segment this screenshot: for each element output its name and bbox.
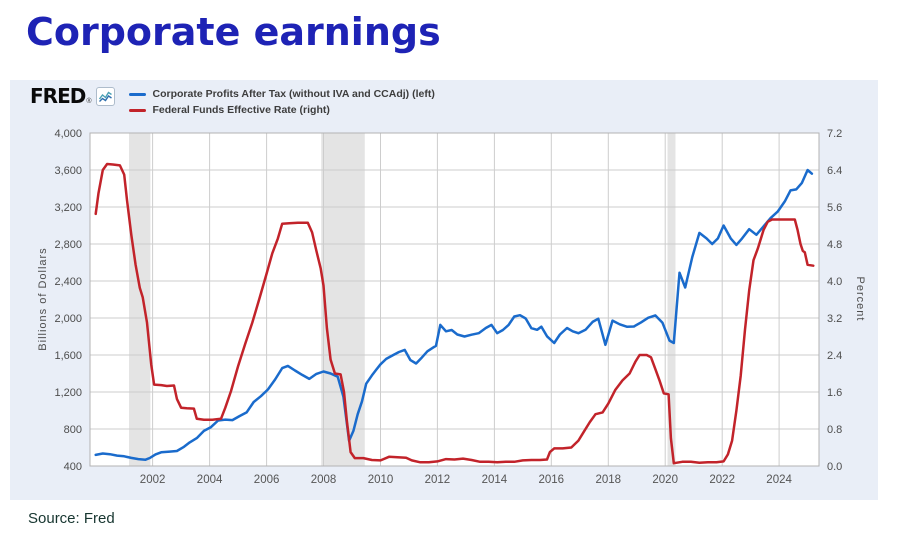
x-axis-tick-label: 2024 <box>766 474 792 486</box>
page-title: Corporate earnings <box>26 10 441 54</box>
right-axis-tick-label: 2.4 <box>827 350 842 362</box>
x-axis-tick-label: 2022 <box>709 474 735 486</box>
plot-background <box>90 133 819 466</box>
x-axis-tick-label: 2008 <box>311 474 337 486</box>
x-axis-tick-label: 2012 <box>425 474 451 486</box>
left-axis-tick-label: 2,800 <box>54 239 82 251</box>
right-axis-title: Percent <box>854 277 866 322</box>
x-axis-tick-label: 2016 <box>539 474 565 486</box>
left-axis-tick-label: 2,000 <box>54 313 82 325</box>
legend-item-fed-funds: Federal Funds Effective Rate (right) <box>128 103 435 117</box>
left-axis-tick-label: 2,400 <box>54 276 82 288</box>
x-axis-tick-label: 2020 <box>652 474 678 486</box>
fred-logo-text: FRED <box>30 84 86 108</box>
x-axis-tick-label: 2002 <box>140 474 166 486</box>
fred-sparkline-icon <box>95 86 115 106</box>
registered-mark: ® <box>86 97 92 105</box>
right-axis-tick-label: 4.8 <box>827 239 842 251</box>
recession-band <box>321 133 365 466</box>
right-axis-tick-label: 3.2 <box>827 313 842 325</box>
legend-swatch-blue <box>128 92 146 96</box>
legend-label: Corporate Profits After Tax (without IVA… <box>152 87 435 100</box>
left-axis-tick-label: 4,000 <box>54 128 82 140</box>
x-axis-tick-label: 2018 <box>596 474 622 486</box>
x-axis-tick-label: 2006 <box>254 474 280 486</box>
left-axis-tick-label: 400 <box>64 461 82 473</box>
left-axis-tick-label: 1,600 <box>54 350 82 362</box>
chart-plot: Billions of Dollars Percent 400 800 1,200 1… <box>37 128 866 486</box>
source-attribution: Source: Fred <box>28 510 115 527</box>
right-axis-tick-label: 6.4 <box>827 165 842 177</box>
right-axis-tick-label: 4.0 <box>827 276 842 288</box>
left-axis-tick-label: 3,200 <box>54 202 82 214</box>
legend-item-corporate-profits: Corporate Profits After Tax (without IVA… <box>128 87 435 101</box>
fed-funds-line <box>94 162 815 465</box>
legend-swatch-red <box>128 108 146 112</box>
corporate-profits-line <box>94 168 814 461</box>
legend-label: Federal Funds Effective Rate (right) <box>152 103 330 116</box>
fred-logo: FRED ® <box>30 86 115 106</box>
left-axis-tick-label: 800 <box>64 424 82 436</box>
left-axis-tick-label: 3,600 <box>54 165 82 177</box>
left-axis-tick-label: 1,200 <box>54 387 82 399</box>
right-axis-tick-label: 0.0 <box>827 461 842 473</box>
left-axis-title: Billions of Dollars <box>37 247 49 350</box>
chart-header: FRED ® Corporate Profits After Tax (with… <box>30 86 435 117</box>
right-axis-tick-label: 5.6 <box>827 202 842 214</box>
x-axis-tick-label: 2010 <box>368 474 394 486</box>
fred-chart-panel: FRED ® Corporate Profits After Tax (with… <box>10 80 878 500</box>
right-axis-tick-label: 1.6 <box>827 387 842 399</box>
plot-frame <box>89 132 820 467</box>
chart-legend: Corporate Profits After Tax (without IVA… <box>128 86 435 117</box>
recession-band <box>129 133 151 466</box>
x-axis-tick-label: 2014 <box>482 474 508 486</box>
x-axis-tick-label: 2004 <box>197 474 223 486</box>
recession-band <box>667 133 676 466</box>
right-axis-tick-label: 0.8 <box>827 424 842 436</box>
right-axis-tick-label: 7.2 <box>827 128 842 140</box>
